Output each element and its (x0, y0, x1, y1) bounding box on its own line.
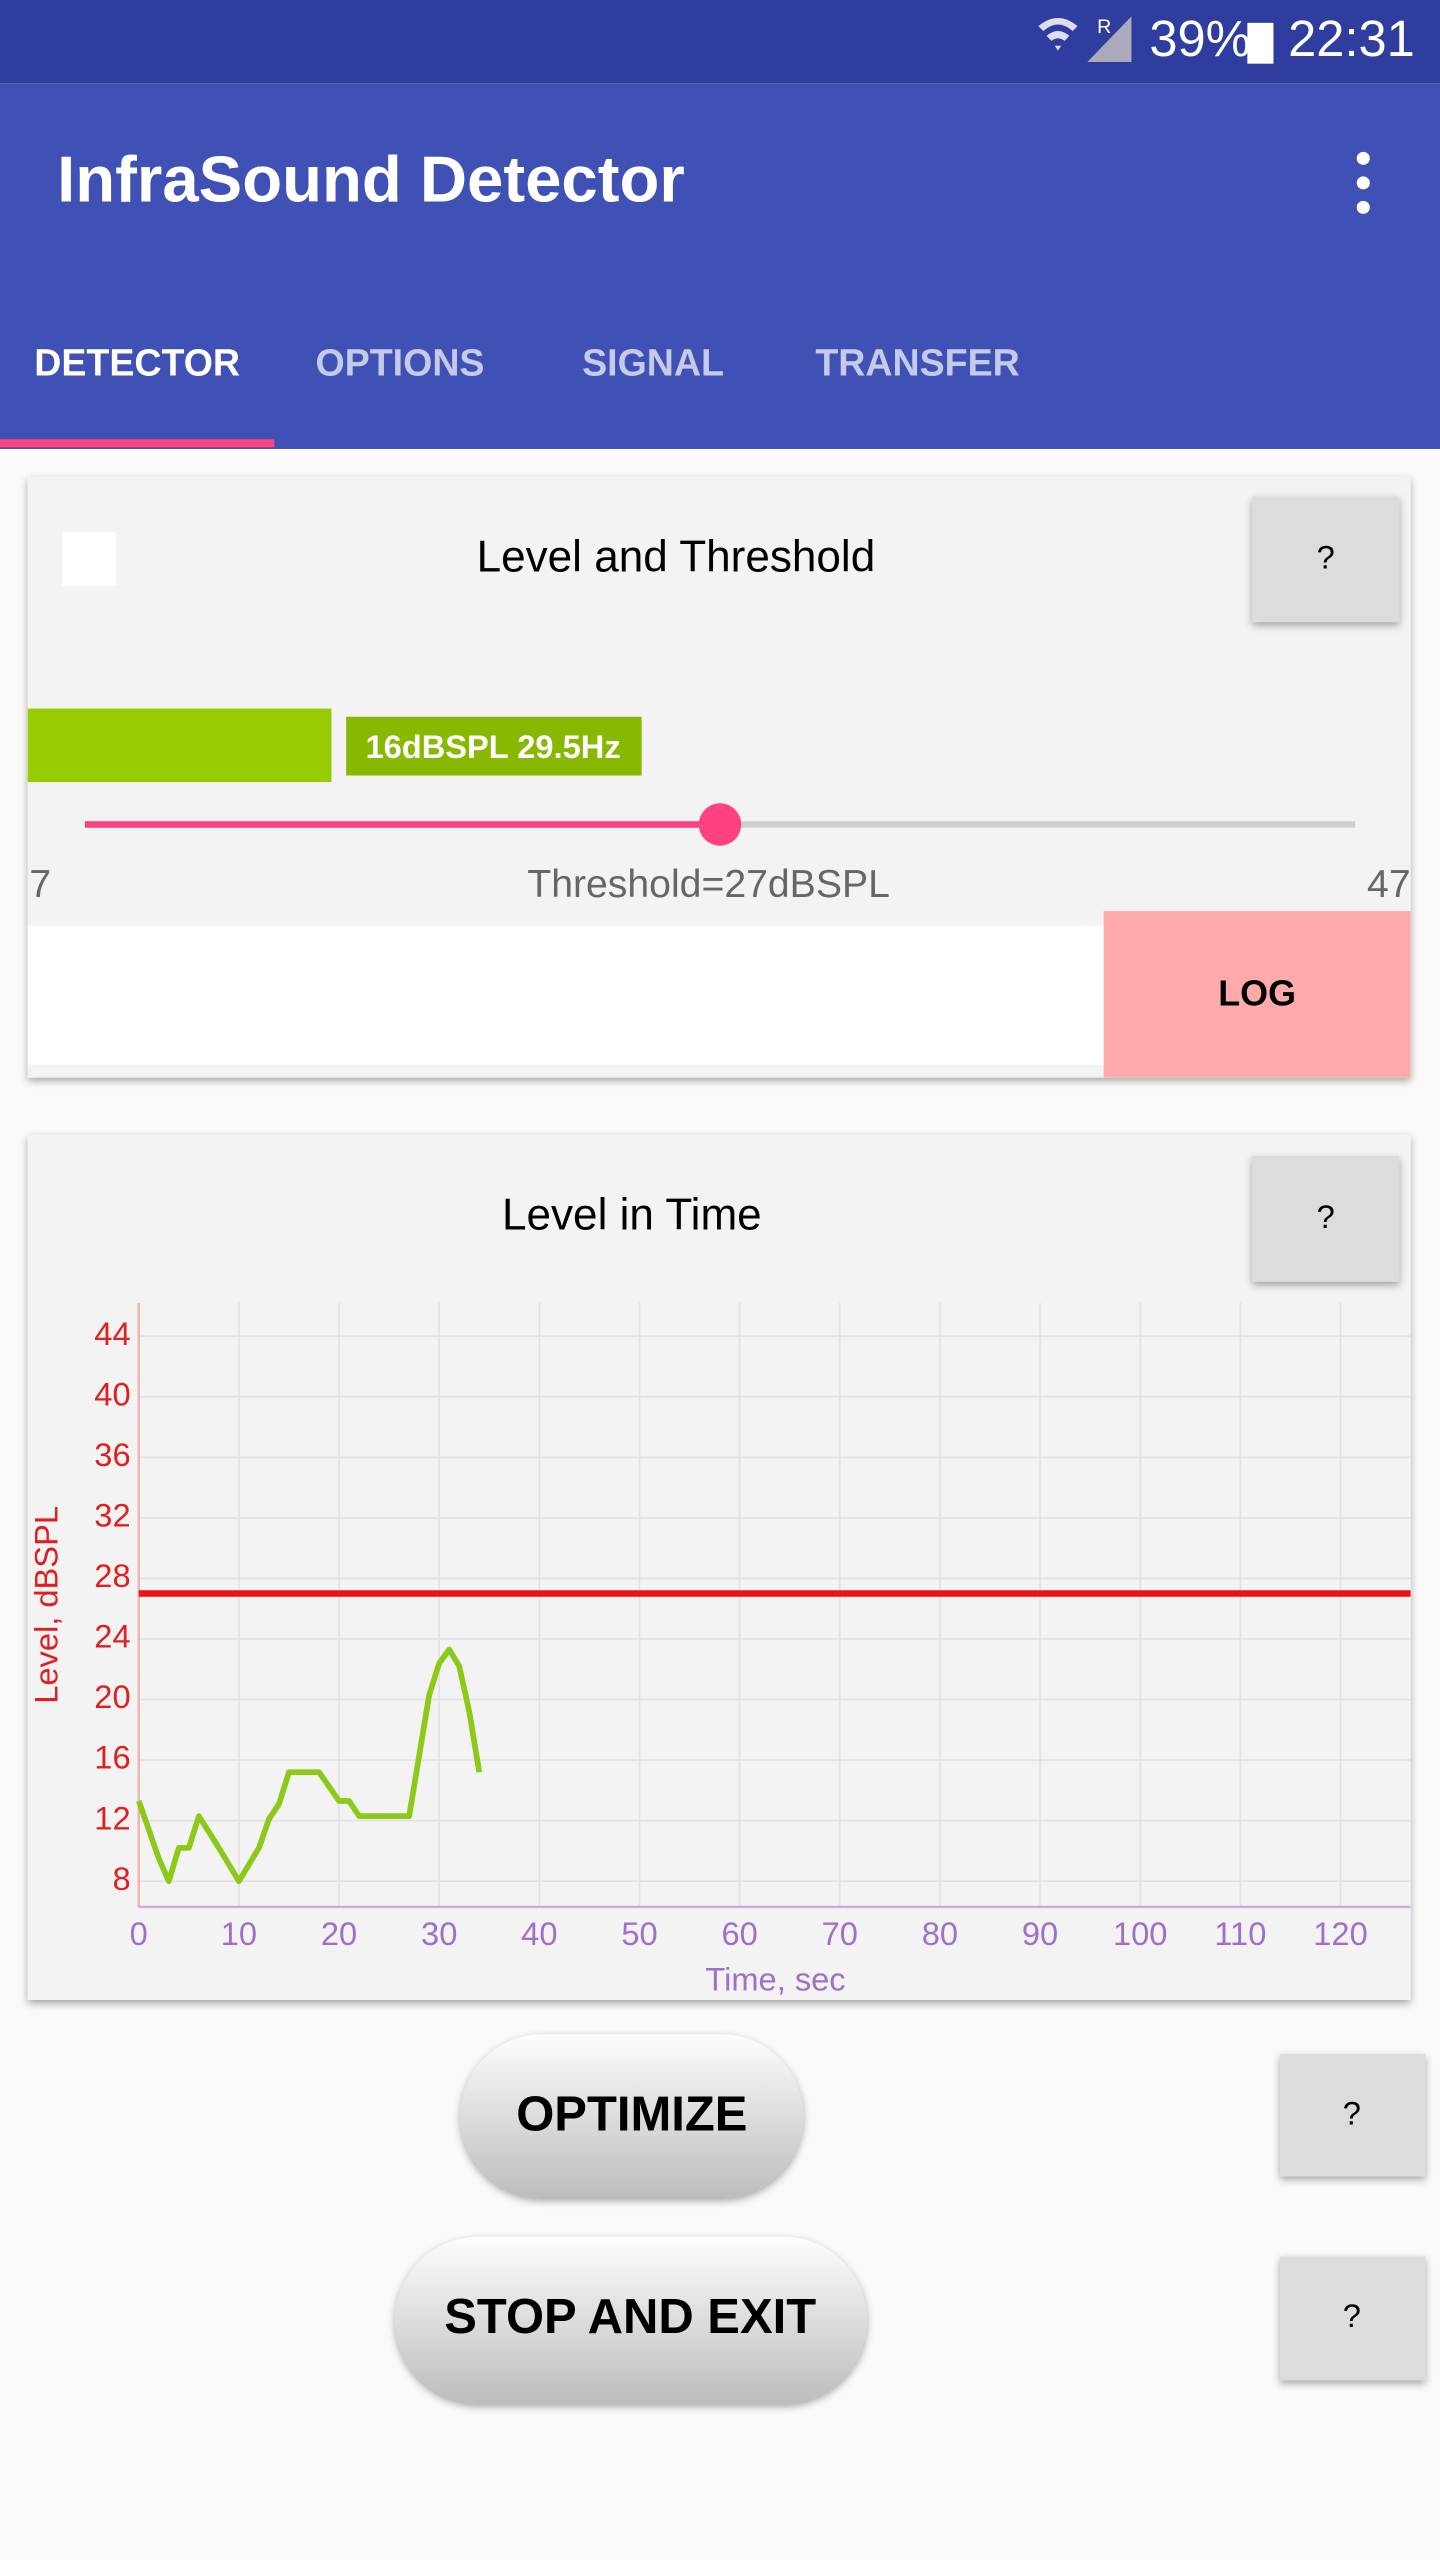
y-tick-label: 40 (94, 1375, 130, 1412)
x-tick-label: 60 (721, 1915, 757, 1952)
help-label: ? (1343, 2297, 1361, 2334)
battery-percent: 39% (1149, 10, 1250, 67)
y-tick-label: 12 (94, 1799, 130, 1836)
tab[interactable]: SIGNAL (582, 342, 724, 384)
level-line (136, 1646, 483, 1885)
status-bar (0, 0, 1440, 84)
checkbox[interactable] (62, 532, 116, 587)
x-tick-label: 50 (621, 1915, 657, 1952)
x-tick-label: 120 (1313, 1915, 1367, 1952)
slider-thumb[interactable] (698, 803, 742, 846)
optimize-button[interactable] (460, 2034, 804, 2198)
y-tick-label: 36 (94, 1436, 130, 1473)
battery-icon (1247, 22, 1274, 64)
x-tick-label: 30 (421, 1915, 457, 1952)
y-tick-label: 32 (94, 1496, 130, 1533)
log-area (27, 925, 1104, 1065)
x-tick-label: 40 (521, 1915, 557, 1952)
chart-card (27, 1134, 1411, 2000)
roaming-indicator: R (1097, 16, 1111, 38)
y-axis-label: Level, dBSPL (28, 1506, 65, 1704)
tab[interactable]: TRANSFER (815, 342, 1019, 384)
x-tick-label: 90 (1022, 1915, 1058, 1952)
x-tick-label: 100 (1113, 1915, 1167, 1952)
x-tick-label: 110 (1214, 1915, 1266, 1952)
help-label: ? (1343, 2095, 1361, 2132)
help-button[interactable] (1252, 496, 1400, 623)
threshold-label: Threshold=27dBSPL (527, 863, 890, 906)
slider-min: 7 (29, 863, 51, 906)
y-tick-label: 28 (94, 1557, 130, 1594)
log-button[interactable] (1103, 911, 1411, 1078)
y-tick-label: 24 (94, 1618, 130, 1655)
slider-max: 47 (1367, 863, 1411, 906)
y-tick-label: 20 (94, 1678, 130, 1715)
tab[interactable]: DETECTOR (34, 342, 240, 384)
level-bar (27, 708, 332, 783)
stop-label: STOP AND EXIT (444, 2290, 816, 2344)
x-tick-label: 20 (321, 1915, 357, 1952)
help-button[interactable] (1280, 2053, 1426, 2177)
x-tick-label: 70 (822, 1915, 858, 1952)
help-label: ? (1317, 1198, 1335, 1235)
x-tick-label: 0 (130, 1915, 148, 1952)
x-tick-label: 80 (922, 1915, 958, 1952)
y-tick-label: 16 (94, 1739, 130, 1776)
x-tick-label: 10 (221, 1915, 257, 1952)
card-title: Level in Time (502, 1191, 762, 1240)
card-title: Level and Threshold (477, 533, 876, 582)
overflow-menu[interactable] (1356, 151, 1370, 214)
tab-bar: DETECTOR OPTIONS SIGNAL TRANSFER (0, 342, 1020, 448)
help-button[interactable] (1252, 1155, 1400, 1282)
tab[interactable]: OPTIONS (316, 342, 485, 384)
x-axis-label: Time, sec (705, 1961, 845, 1998)
help-button[interactable] (1280, 2256, 1426, 2381)
app-bar (0, 83, 1440, 449)
help-label: ? (1317, 539, 1335, 576)
y-tick-label: 44 (94, 1315, 130, 1352)
threshold-slider[interactable] (84, 803, 1356, 846)
app-title: InfraSound Detector (57, 143, 685, 216)
level-label: 16dBSPL 29.5Hz (365, 728, 620, 765)
log-button-label: LOG (1218, 972, 1296, 1013)
optimize-label: OPTIMIZE (516, 2087, 747, 2141)
clock: 22:31 (1288, 10, 1415, 67)
wifi-icon (1038, 17, 1078, 51)
level-chart: 8 12 16 20 24 28 32 36 40 44 0 10 20 30 40 50 60 70 80 90 10… (94, 1302, 1411, 1952)
tab-indicator (0, 439, 275, 448)
level-label-box (346, 716, 642, 776)
y-tick-label: 8 (112, 1860, 130, 1897)
stop-button[interactable] (395, 2236, 867, 2404)
